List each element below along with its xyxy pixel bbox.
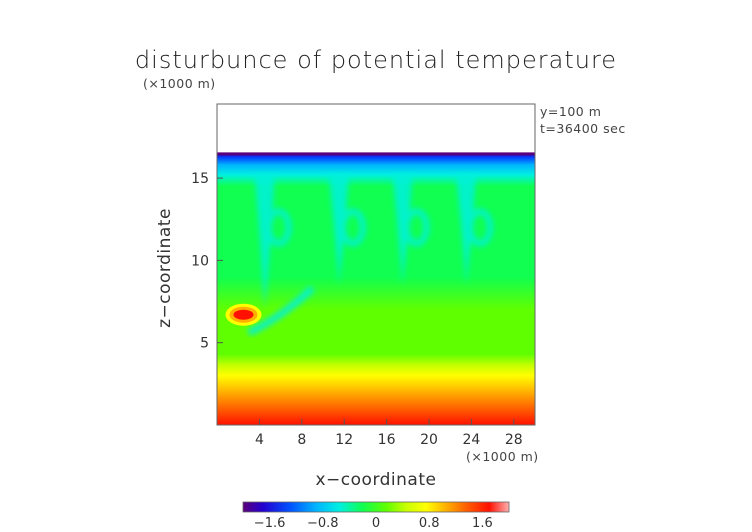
chart-title: disturbunce of potential temperature	[134, 46, 618, 74]
x-tick-label: 4	[255, 432, 264, 448]
colorbar-tick-label: 1.6	[472, 516, 493, 531]
x-tick-label: 24	[462, 432, 480, 448]
z-unit-label: (×1000 m)	[143, 76, 216, 91]
y-tick-label: 5	[200, 336, 209, 352]
x-unit-label: (×1000 m)	[466, 449, 539, 464]
colorbar-tick-label: 0.8	[419, 516, 440, 531]
y-tick-label: 10	[191, 253, 209, 269]
x-tick-label: 20	[420, 432, 438, 448]
colorbar-tick-label: 0	[372, 516, 380, 531]
info-time-label: t=36400 sec	[540, 121, 626, 136]
plot-frame	[216, 103, 536, 426]
x-axis-label: x−coordinate	[315, 470, 437, 490]
colorbar: −1.6 −0.8 0 0.8 1.6	[242, 501, 510, 531]
y-tick-label: 15	[191, 171, 209, 187]
colorbar-scale	[242, 501, 510, 513]
y-ticks: 5 10 15	[191, 171, 223, 352]
x-tick-label: 12	[335, 432, 353, 448]
temperature-field	[217, 152, 535, 425]
x-tick-label: 8	[297, 432, 306, 448]
colorbar-tick-label: −0.8	[307, 516, 339, 531]
x-tick-label: 28	[505, 432, 523, 448]
x-ticks: 4 8 12 16 20 24 28	[255, 419, 523, 448]
colorbar-tick-label: −1.6	[254, 516, 286, 531]
x-tick-label: 16	[378, 432, 396, 448]
info-y-label: y=100 m	[540, 104, 602, 119]
